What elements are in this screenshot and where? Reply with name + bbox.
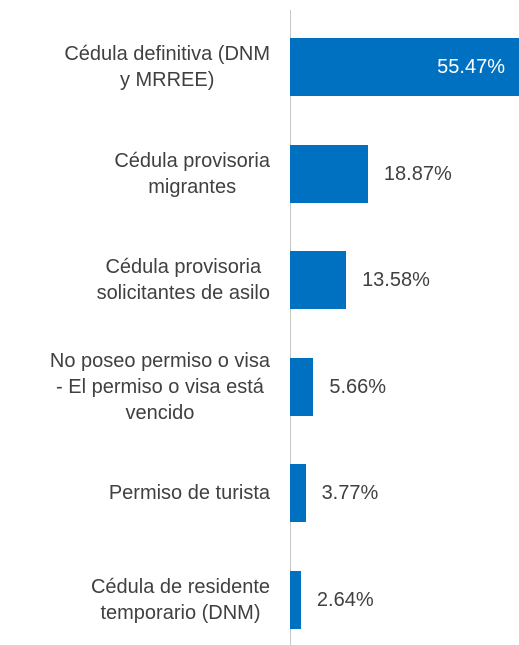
category-label: Cédula provisoria migrantes	[114, 149, 270, 198]
value-label: 3.77%	[321, 482, 379, 505]
value-label: 18.87%	[383, 162, 452, 185]
bar	[290, 38, 519, 96]
value-label: 2.64%	[316, 589, 374, 611]
bar	[290, 357, 314, 416]
category-label: Cédula provisoria solicitantes de asilo	[96, 256, 270, 305]
value-label: 13.58%	[362, 269, 430, 292]
value-label: 5.66%	[329, 375, 387, 398]
category-label: No poseo permiso o visa - El permiso o v…	[49, 349, 270, 424]
axis-line	[290, 10, 291, 645]
category-label: Cédula de residente temporario (DNM)	[90, 576, 270, 624]
bar	[290, 464, 306, 523]
value-label: 55.47%	[437, 56, 505, 78]
bar	[290, 144, 368, 203]
category-label: Permiso de turista	[108, 482, 270, 505]
category-label: Cédula definitiva (DNM y MRREE)	[64, 43, 270, 91]
bar	[290, 571, 301, 629]
bar	[290, 251, 347, 310]
